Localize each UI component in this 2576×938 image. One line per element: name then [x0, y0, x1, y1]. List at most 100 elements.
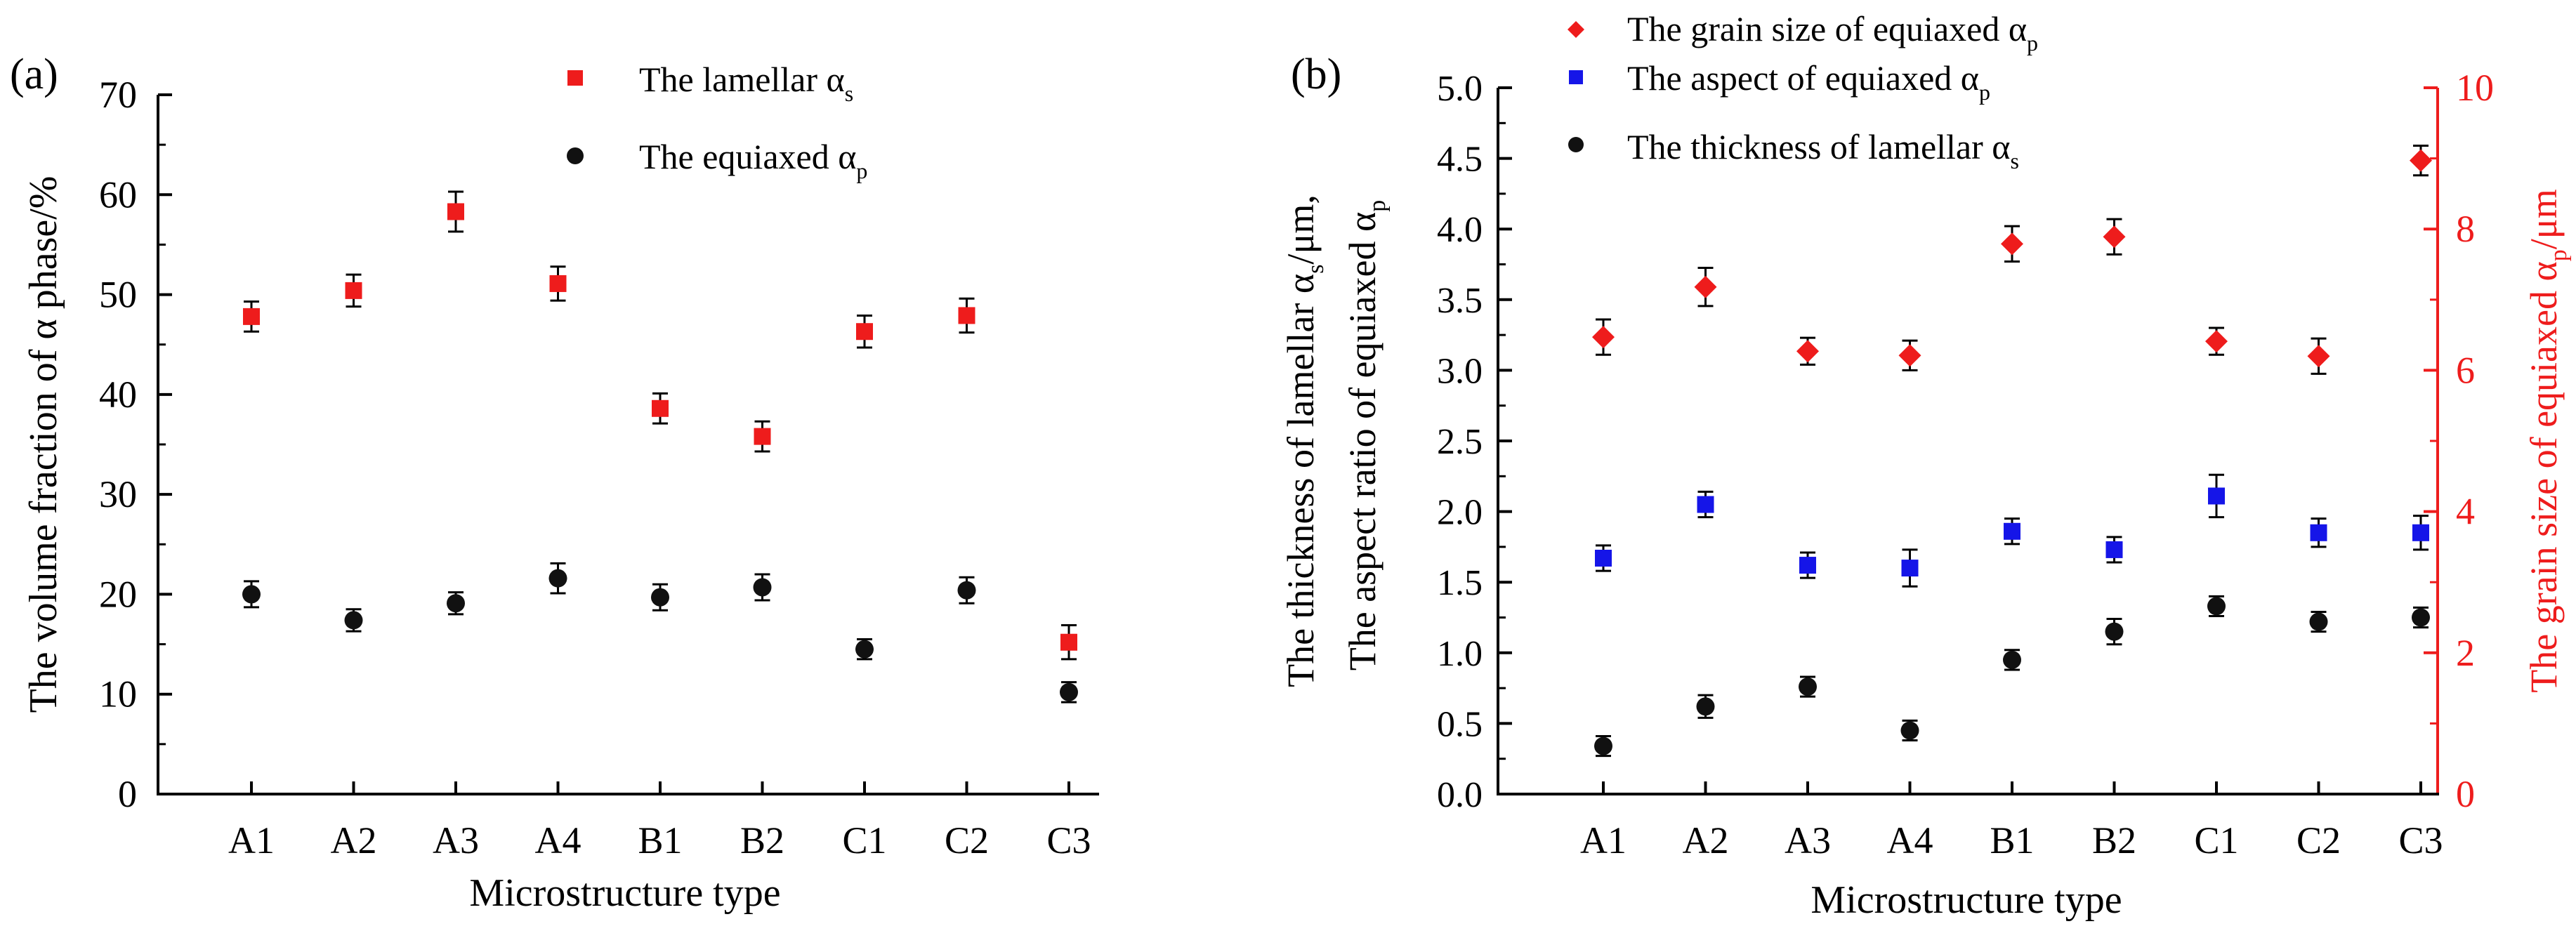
data-point-the-grain-size-of-equiaxed-p-c3 — [2410, 149, 2432, 172]
data-point-the-lamellar-s-a4 — [549, 275, 567, 292]
left-y-tick-label-0-5: 0.5 — [1437, 704, 1483, 744]
y-tick-label-70: 70 — [99, 74, 137, 116]
right-y-tick-label-4: 4 — [2456, 491, 2475, 533]
left-y-tick-label-1-5: 1.5 — [1437, 563, 1483, 603]
panel-b-right-y-axis-title: The grain size of equiaxed αp/μm — [2523, 189, 2572, 693]
x-tick-label-a2: A2 — [1683, 819, 1729, 861]
data-point-the-thickness-of-lamellar-s-c2 — [2309, 612, 2328, 631]
panel-b-legend: The grain size of equiaxed αp The aspect… — [1568, 9, 2038, 173]
x-tick-label-a1: A1 — [1580, 819, 1627, 861]
data-point-the-thickness-of-lamellar-s-a3 — [1799, 678, 1817, 696]
data-point-the-lamellar-s-a2 — [345, 282, 362, 299]
data-point-the-lamellar-s-c3 — [1060, 633, 1077, 651]
data-point-the-lamellar-s-a3 — [447, 203, 464, 220]
x-tick-label-b2: B2 — [2092, 819, 2136, 861]
x-tick-label-a2: A2 — [331, 819, 377, 861]
x-tick-label-c2: C2 — [2296, 819, 2341, 861]
panel-b-plot-area: 0.0 0.5 1.0 1.5 2.0 2.5 3.0 3.5 4.0 4.5 5.0 0 2 4 6 8 1… — [1437, 67, 2494, 861]
y-tick-label-20: 20 — [99, 573, 137, 615]
panel-a-x-axis: A1 A2 A3 A4 B1 B2 C1 C2 C3 — [228, 781, 1091, 861]
x-tick-label-b1: B1 — [1990, 819, 2034, 861]
x-tick-label-b2: B2 — [740, 819, 784, 861]
panel-a-plot-area: 0 10 20 30 40 50 60 70 A1 A2 A3 A4 B1 B2 C1 C2 C3 — [99, 74, 1099, 861]
legend-label-aspect: The aspect of equiaxed αp — [1627, 58, 1990, 105]
x-tick-label-c1: C1 — [842, 819, 886, 861]
data-point-the-thickness-of-lamellar-s-a2 — [1696, 697, 1715, 716]
right-y-tick-label-0: 0 — [2456, 773, 2475, 815]
data-point-the-equiaxed-p-a3 — [447, 594, 465, 613]
x-tick-label-a3: A3 — [1785, 819, 1831, 861]
panel-a-legend: The lamellar αs The equiaxed αp — [567, 60, 867, 183]
data-point-the-equiaxed-p-a4 — [548, 569, 567, 588]
legend-swatch-aspect — [1569, 70, 1583, 84]
panel-b-label: (b) — [1291, 51, 1341, 98]
data-point-the-lamellar-s-c2 — [958, 307, 975, 324]
x-tick-label-c3: C3 — [2398, 819, 2443, 861]
data-point-the-aspect-of-equiaxed-p-b2 — [2105, 541, 2123, 558]
data-point-the-grain-size-of-equiaxed-p-a4 — [1898, 344, 1921, 367]
left-y-tick-label-3-0: 3.0 — [1437, 351, 1483, 391]
right-y-tick-label-10: 10 — [2456, 67, 2494, 109]
data-point-the-aspect-of-equiaxed-p-b1 — [2004, 522, 2020, 540]
data-point-the-aspect-of-equiaxed-p-a1 — [1595, 549, 1612, 567]
y-tick-label-40: 40 — [99, 374, 137, 416]
legend-label-grain: The grain size of equiaxed αp — [1627, 9, 2038, 55]
left-y-tick-label-4-0: 4.0 — [1437, 210, 1483, 250]
left-y-tick-label-3-5: 3.5 — [1437, 281, 1483, 321]
legend-swatch-equiaxed — [567, 147, 584, 164]
panel-b: (b) 0.0 0.5 1.0 1.5 2.0 2.5 3.0 3.5 4.0 4.5 5.0 0 2… — [1280, 9, 2572, 922]
legend-label-thickness: The thickness of lamellar αs — [1627, 127, 2019, 173]
x-tick-label-a4: A4 — [1887, 819, 1933, 861]
right-y-tick-label-6: 6 — [2456, 349, 2475, 391]
left-y-tick-label-2-0: 2.0 — [1437, 493, 1483, 533]
panel-b-left-y-axis-title-line2: The aspect ratio of equiaxed αp — [1341, 200, 1391, 671]
data-point-the-aspect-of-equiaxed-p-c3 — [2412, 524, 2429, 541]
data-point-the-aspect-of-equiaxed-p-a2 — [1697, 496, 1714, 513]
panel-a-data-marks — [242, 190, 1078, 704]
data-point-the-grain-size-of-equiaxed-p-b1 — [2001, 232, 2023, 256]
data-point-the-equiaxed-p-c1 — [855, 640, 874, 659]
left-y-tick-label-0-0: 0.0 — [1437, 775, 1483, 815]
data-point-the-equiaxed-p-a2 — [344, 611, 363, 630]
legend-swatch-thickness — [1568, 137, 1584, 152]
y-tick-label-50: 50 — [99, 274, 137, 316]
x-tick-label-b1: B1 — [638, 819, 682, 861]
data-point-the-grain-size-of-equiaxed-p-c1 — [2205, 330, 2228, 353]
data-point-the-thickness-of-lamellar-s-a4 — [1900, 721, 1919, 740]
legend-swatch-lamellar — [567, 70, 583, 86]
x-tick-label-c2: C2 — [945, 819, 989, 861]
panel-a-x-axis-title: Microstructure type — [469, 871, 780, 915]
right-y-tick-label-2: 2 — [2456, 632, 2475, 674]
left-y-tick-label-4-5: 4.5 — [1437, 140, 1483, 180]
data-point-the-equiaxed-p-a1 — [242, 585, 261, 604]
data-point-the-grain-size-of-equiaxed-p-a2 — [1694, 275, 1717, 298]
left-y-tick-label-5-0: 5.0 — [1437, 69, 1483, 109]
y-tick-label-10: 10 — [99, 673, 137, 715]
data-point-the-thickness-of-lamellar-s-b1 — [2003, 650, 2021, 669]
legend-label-equiaxed: The equiaxed αp — [639, 137, 867, 183]
legend-label-lamellar: The lamellar αs — [639, 60, 853, 106]
data-point-the-aspect-of-equiaxed-p-a3 — [1799, 557, 1816, 574]
data-point-the-equiaxed-p-b2 — [753, 578, 772, 597]
panel-b-left-y-axis-title-line1: The thickness of lamellar αs/μm, — [1280, 194, 1329, 687]
data-point-the-aspect-of-equiaxed-p-c2 — [2310, 524, 2327, 541]
left-y-tick-label-2-5: 2.5 — [1437, 422, 1483, 462]
data-point-the-thickness-of-lamellar-s-c3 — [2412, 608, 2430, 627]
left-y-tick-label-1-0: 1.0 — [1437, 634, 1483, 674]
data-point-the-lamellar-s-c1 — [856, 323, 873, 341]
panel-b-left-y-axis: 0.0 0.5 1.0 1.5 2.0 2.5 3.0 3.5 4.0 4.5 5.0 — [1437, 69, 1512, 815]
data-point-the-thickness-of-lamellar-s-c1 — [2207, 597, 2226, 616]
right-y-tick-label-8: 8 — [2456, 208, 2475, 250]
y-tick-label-0: 0 — [118, 773, 137, 815]
x-tick-label-a4: A4 — [535, 819, 581, 861]
panel-b-data-marks — [1592, 144, 2432, 758]
data-point-the-lamellar-s-b2 — [754, 428, 771, 445]
data-point-the-aspect-of-equiaxed-p-c1 — [2208, 487, 2225, 505]
panel-a-y-axis-title: The volume fraction of α phase/% — [22, 176, 65, 713]
data-point-the-grain-size-of-equiaxed-p-a3 — [1796, 340, 1819, 363]
data-point-the-grain-size-of-equiaxed-p-c2 — [2307, 345, 2330, 368]
x-tick-label-a1: A1 — [228, 819, 275, 861]
y-tick-label-30: 30 — [99, 473, 137, 515]
data-point-the-grain-size-of-equiaxed-p-b2 — [2103, 225, 2126, 249]
